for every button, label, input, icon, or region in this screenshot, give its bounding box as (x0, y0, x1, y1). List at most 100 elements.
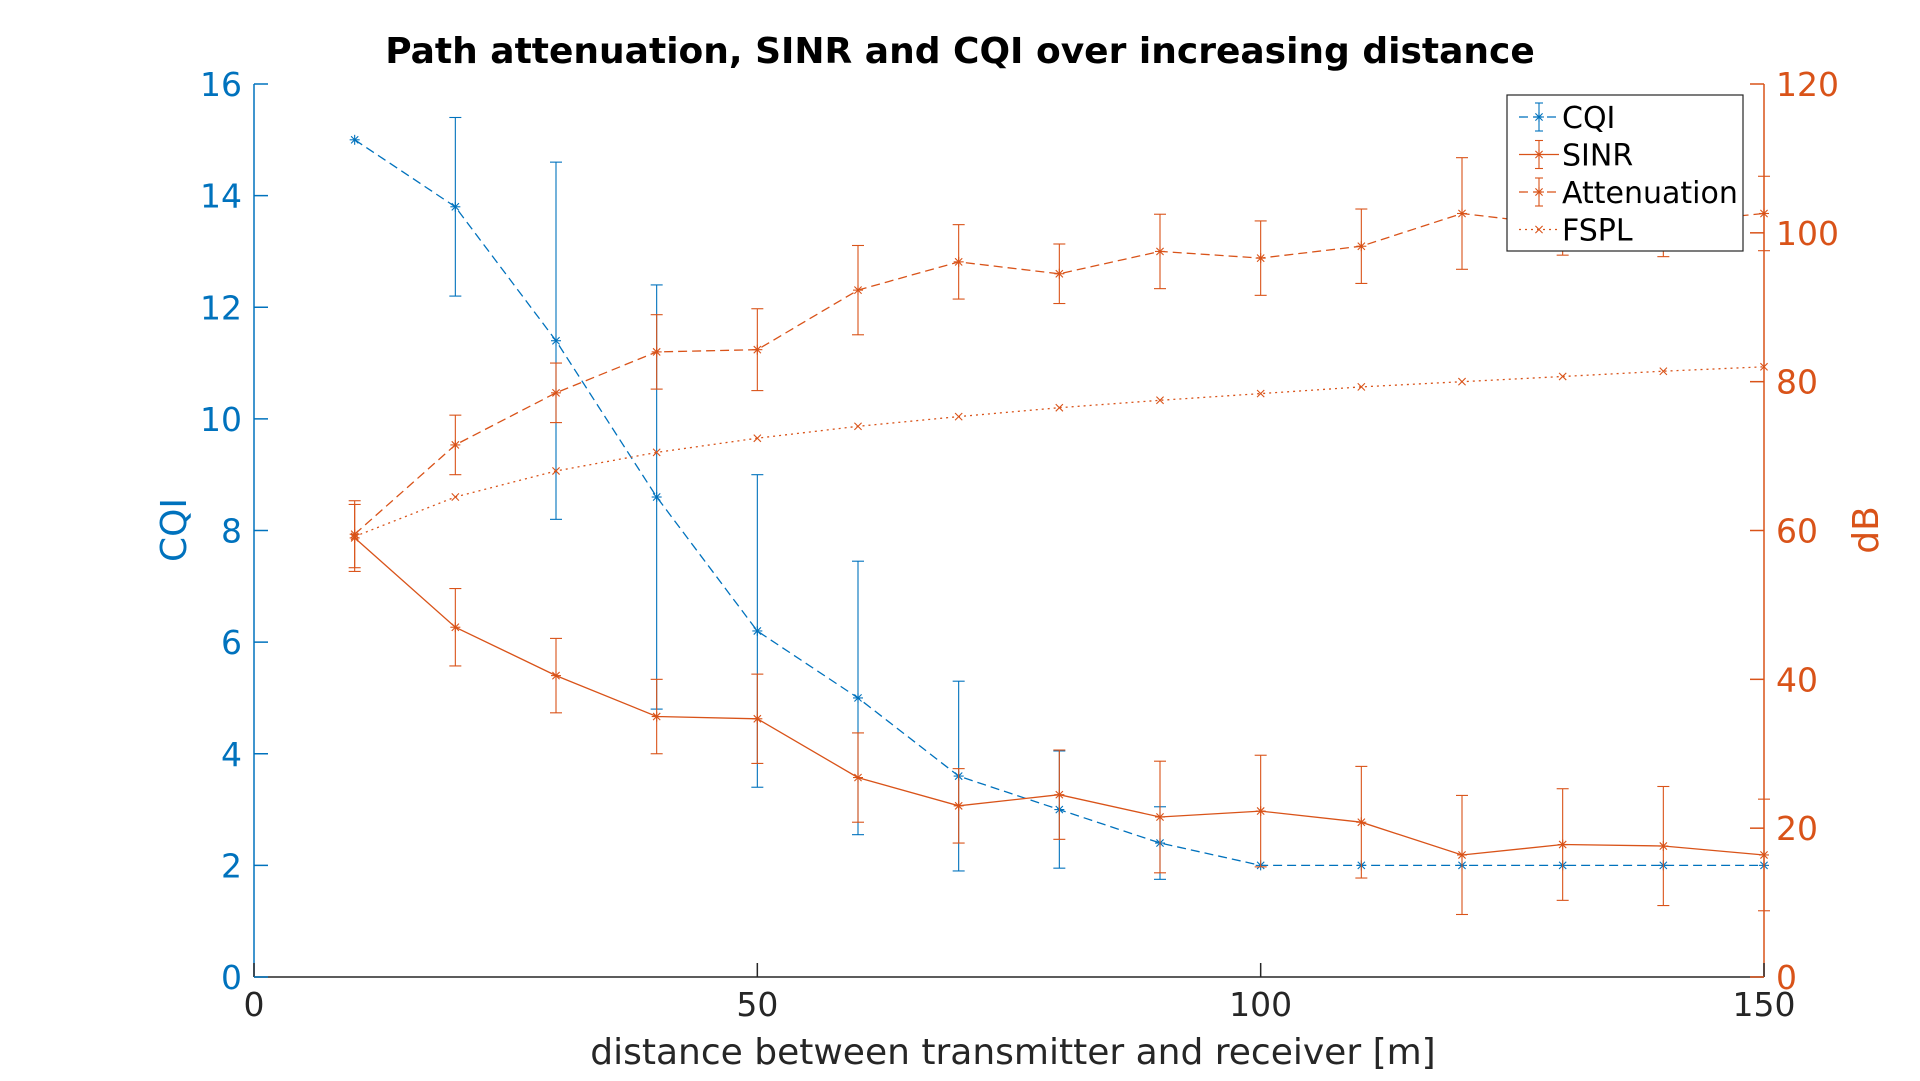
data-point-attenuation (752, 344, 763, 355)
legend-marker (1534, 112, 1544, 122)
data-point-fspl (350, 532, 359, 541)
y-tick-label-left: 2 (221, 846, 242, 885)
marker-stroke (1156, 396, 1164, 405)
y-axis-label-right: dB (1846, 506, 1887, 554)
legend-label: Attenuation (1562, 176, 1738, 211)
data-point-attenuation (551, 387, 561, 398)
y-tick-label-left: 8 (221, 512, 242, 551)
data-point-fspl (854, 422, 862, 431)
data-point-sinr (1054, 789, 1065, 800)
data-point-attenuation (349, 529, 360, 540)
data-point-fspl (1256, 389, 1265, 398)
data-point-cqi (450, 201, 461, 212)
marker-stroke (1256, 389, 1265, 398)
data-point-sinr (450, 622, 461, 633)
marker-stroke (652, 448, 661, 457)
marker-stroke (753, 434, 762, 443)
data-point-sinr (1658, 841, 1669, 852)
data-point-cqi (349, 134, 360, 145)
marker-stroke (552, 466, 560, 475)
legend-item-attenuation: Attenuation (1519, 176, 1738, 211)
data-point-fspl (1055, 403, 1064, 412)
data-point-sinr (953, 800, 964, 811)
y-tick-label-left: 16 (200, 65, 242, 104)
data-point-sinr (1255, 806, 1266, 817)
data-point-cqi (551, 335, 561, 346)
legend-marker (1534, 187, 1544, 197)
data-point-attenuation (953, 256, 964, 267)
x-tick-label: 0 (244, 985, 265, 1024)
plot-area (348, 116, 1770, 916)
series-fspl (350, 362, 1768, 541)
marker-stroke (1535, 225, 1543, 234)
series-attenuation (348, 157, 1770, 569)
y-tick-label-left: 10 (200, 400, 242, 439)
marker-stroke (350, 532, 359, 541)
legend-marker (1534, 149, 1544, 160)
series-line-fspl (354, 366, 1765, 538)
y-tick-label-left: 0 (221, 958, 242, 997)
data-point-sinr (752, 713, 763, 724)
data-point-cqi (752, 625, 763, 636)
data-point-fspl (753, 434, 762, 443)
data-point-fspl (1458, 377, 1466, 386)
data-point-attenuation (1457, 208, 1467, 219)
legend-label: CQI (1562, 101, 1615, 136)
data-point-attenuation (1255, 253, 1266, 264)
y-tick-label-right: 20 (1776, 809, 1818, 848)
legend-item-fspl: FSPL (1519, 214, 1633, 249)
legend-item-cqi: CQI (1519, 101, 1615, 136)
data-point-attenuation (1356, 241, 1367, 252)
data-point-sinr (551, 670, 561, 681)
data-point-sinr (1457, 849, 1467, 860)
y-tick-label-right: 40 (1776, 660, 1818, 699)
data-point-fspl (652, 448, 661, 457)
marker-stroke (1357, 382, 1366, 391)
data-point-fspl (1558, 372, 1567, 381)
y-tick-label-right: 0 (1776, 958, 1797, 997)
data-point-attenuation (1155, 246, 1165, 257)
marker-stroke (451, 493, 460, 502)
y-tick-label-right: 120 (1776, 65, 1839, 104)
y-tick-label-left: 14 (200, 177, 242, 216)
data-point-sinr (651, 711, 662, 722)
y-tick-label-left: 4 (221, 735, 242, 774)
marker-stroke (1055, 403, 1064, 412)
data-point-fspl (1156, 396, 1164, 405)
data-point-attenuation (450, 439, 461, 450)
y-tick-label-right: 80 (1776, 363, 1818, 402)
y-tick-label-right: 100 (1776, 214, 1839, 253)
data-point-sinr (1356, 817, 1367, 828)
data-point-cqi (853, 692, 863, 703)
y-axis-label-left: CQI (154, 498, 195, 562)
marker-stroke (1458, 377, 1466, 386)
data-point-sinr (1155, 812, 1165, 823)
data-point-attenuation (853, 285, 863, 296)
legend-label: FSPL (1562, 214, 1633, 249)
x-tick-label: 50 (736, 985, 778, 1024)
chart-title: Path attenuation, SINR and CQI over incr… (385, 31, 1535, 72)
legend-item-sinr: SINR (1519, 139, 1633, 174)
y-tick-label-left: 12 (200, 288, 242, 327)
x-tick-label: 150 (1733, 985, 1796, 1024)
legend-marker (1535, 225, 1543, 234)
legend-label: SINR (1562, 139, 1633, 174)
marker-stroke (854, 422, 862, 431)
x-axis-label: distance between transmitter and receive… (590, 1032, 1435, 1073)
data-point-sinr (1557, 839, 1568, 850)
data-point-fspl (451, 493, 460, 502)
series-line-attenuation (354, 212, 1765, 535)
data-point-fspl (954, 412, 963, 421)
data-point-attenuation (651, 346, 662, 357)
data-point-fspl (1357, 382, 1366, 391)
data-point-sinr (853, 772, 863, 783)
x-tick-label: 100 (1229, 985, 1292, 1024)
data-point-attenuation (1054, 268, 1065, 279)
data-point-cqi (651, 492, 662, 503)
data-point-fspl (552, 466, 560, 475)
y-tick-label-left: 6 (221, 623, 242, 662)
data-point-fspl (1659, 367, 1668, 376)
